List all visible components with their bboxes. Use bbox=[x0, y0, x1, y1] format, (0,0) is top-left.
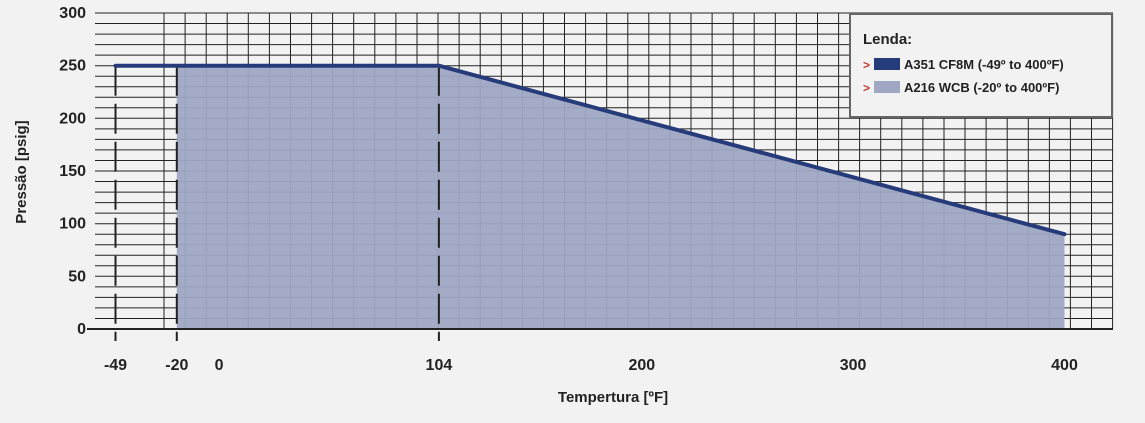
tick-labels: -49 -20 0 104 200 300 400 0 50 100 150 200 250 300 bbox=[59, 5, 1078, 374]
area-series-a216-wcb bbox=[176, 65, 1065, 329]
y-tick-label: 300 bbox=[59, 5, 86, 22]
legend-items: > A351 CF8M (-49º to 400ºF) > A216 WCB (-20… bbox=[863, 57, 1064, 95]
x-tick-label: 0 bbox=[215, 357, 224, 374]
y-tick-label: 0 bbox=[77, 321, 86, 338]
y-tick-label: 250 bbox=[59, 58, 86, 75]
legend-swatch bbox=[874, 81, 900, 93]
legend-swatch bbox=[874, 58, 900, 70]
line-series-a351-cf8m bbox=[113, 63, 1067, 237]
legend-label: A216 WCB (-20º to 400ºF) bbox=[904, 80, 1059, 95]
x-tick-label: 200 bbox=[628, 357, 655, 374]
y-axis-title: Pressão [psig] bbox=[13, 120, 30, 223]
y-tick-label: 150 bbox=[59, 163, 86, 180]
area-layer bbox=[176, 65, 1065, 329]
x-tick-label: 104 bbox=[426, 357, 453, 374]
x-tick-label: 400 bbox=[1051, 357, 1078, 374]
x-tick-label: -20 bbox=[165, 357, 188, 374]
x-tick-label: -49 bbox=[104, 357, 127, 374]
y-tick-label: 50 bbox=[68, 268, 86, 285]
legend-label: A351 CF8M (-49º to 400ºF) bbox=[904, 57, 1064, 72]
legend-arrow-icon: > bbox=[863, 81, 870, 95]
legend-title: Lenda: bbox=[863, 31, 912, 48]
x-axis-title: Tempertura [ºF] bbox=[558, 389, 668, 406]
y-tick-label: 100 bbox=[59, 216, 86, 233]
line-layer bbox=[113, 63, 1067, 237]
x-tick-label: 300 bbox=[840, 357, 867, 374]
legend-arrow-icon: > bbox=[863, 58, 870, 72]
legend: Lenda: > A351 CF8M (-49º to 400ºF) > A216 W… bbox=[849, 13, 1113, 118]
dashed-markers bbox=[114, 65, 440, 341]
y-tick-label: 200 bbox=[59, 110, 86, 127]
